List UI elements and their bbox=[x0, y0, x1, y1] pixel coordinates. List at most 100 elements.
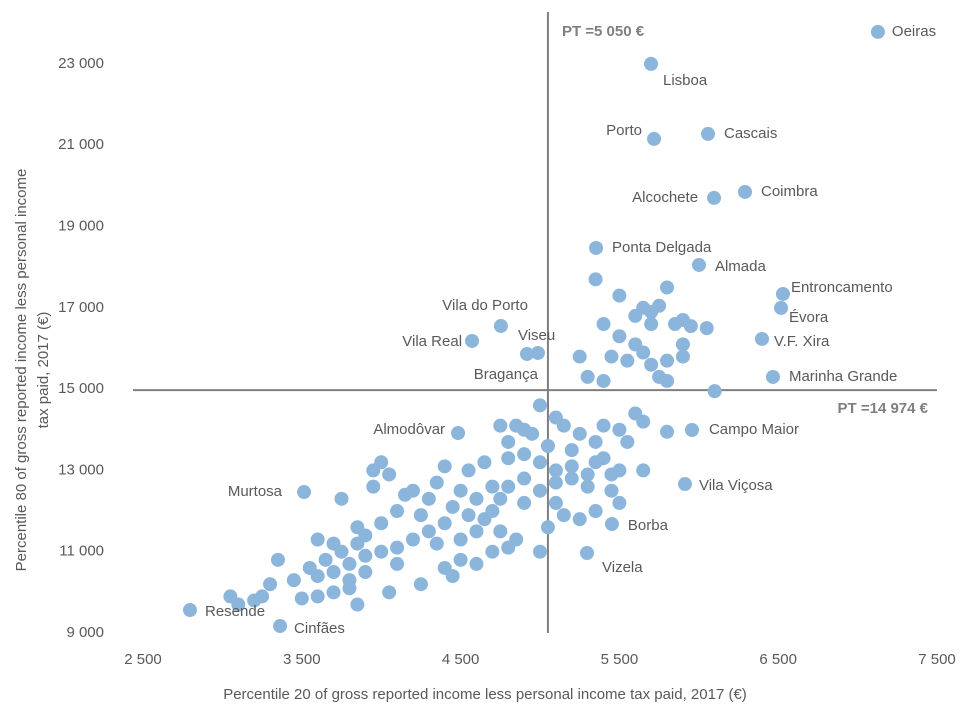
point bbox=[437, 459, 452, 474]
point bbox=[572, 426, 587, 441]
point-label: Oeiras bbox=[892, 23, 936, 40]
point bbox=[469, 491, 484, 506]
point-label: V.F. Xira bbox=[774, 333, 830, 350]
point bbox=[350, 536, 365, 551]
point bbox=[501, 434, 516, 449]
point bbox=[604, 517, 619, 532]
y-tick-label: 17 000 bbox=[58, 299, 104, 316]
point bbox=[596, 373, 611, 388]
point bbox=[398, 487, 413, 502]
y-tick-label: 9 000 bbox=[66, 624, 104, 641]
point bbox=[326, 565, 341, 580]
y-tick-label: 19 000 bbox=[58, 217, 104, 234]
point bbox=[366, 479, 381, 494]
point bbox=[183, 603, 198, 618]
point bbox=[548, 495, 563, 510]
point-label: Viseu bbox=[518, 327, 555, 344]
point bbox=[263, 577, 278, 592]
point-label: Vila Viçosa bbox=[699, 477, 773, 494]
point bbox=[620, 353, 635, 368]
point bbox=[509, 418, 524, 433]
point bbox=[453, 552, 468, 567]
y-axis-label: tax paid, 2017 (€) bbox=[35, 312, 52, 429]
point bbox=[707, 190, 722, 205]
point bbox=[707, 384, 722, 399]
point bbox=[580, 546, 595, 561]
point-label: Alcochete bbox=[632, 189, 698, 206]
point bbox=[572, 349, 587, 364]
point bbox=[738, 184, 753, 199]
point bbox=[533, 544, 547, 559]
point bbox=[382, 467, 397, 482]
point bbox=[310, 589, 325, 604]
point bbox=[612, 329, 627, 344]
point bbox=[493, 524, 508, 539]
point bbox=[485, 479, 500, 494]
point bbox=[358, 565, 373, 580]
point bbox=[405, 532, 420, 547]
point-label: Porto bbox=[606, 122, 642, 139]
point bbox=[588, 434, 603, 449]
point bbox=[350, 520, 365, 535]
x-tick-label: 2 500 bbox=[124, 651, 162, 668]
x-tick-label: 4 500 bbox=[442, 651, 480, 668]
point bbox=[390, 504, 405, 519]
point bbox=[453, 483, 468, 498]
point bbox=[533, 455, 547, 470]
point-label: Lisboa bbox=[663, 72, 708, 89]
point bbox=[445, 499, 460, 514]
point bbox=[691, 257, 706, 272]
point bbox=[270, 552, 285, 567]
point bbox=[429, 475, 444, 490]
point-label: Cascais bbox=[724, 125, 777, 142]
point bbox=[350, 597, 365, 612]
point bbox=[755, 331, 770, 346]
point-label: Vila do Porto bbox=[442, 297, 528, 314]
point bbox=[465, 333, 480, 348]
reference-label: PT =14 974 € bbox=[838, 400, 929, 417]
point-label: Ponta Delgada bbox=[612, 239, 712, 256]
point bbox=[588, 455, 603, 470]
point bbox=[556, 508, 571, 523]
point bbox=[588, 504, 603, 519]
point bbox=[501, 540, 516, 555]
point bbox=[421, 491, 436, 506]
point bbox=[580, 467, 595, 482]
point bbox=[572, 512, 587, 527]
point bbox=[677, 477, 692, 492]
point bbox=[493, 418, 508, 433]
point bbox=[660, 373, 675, 388]
point-label: Vizela bbox=[602, 559, 643, 576]
point-label: Borba bbox=[628, 517, 669, 534]
point-label: Évora bbox=[789, 309, 829, 326]
point bbox=[358, 548, 373, 563]
point bbox=[530, 345, 545, 360]
point bbox=[540, 520, 555, 535]
point bbox=[247, 593, 262, 608]
point bbox=[652, 298, 667, 313]
point bbox=[334, 491, 349, 506]
point bbox=[461, 508, 476, 523]
point bbox=[421, 524, 436, 539]
point-label: Campo Maior bbox=[709, 421, 799, 438]
point bbox=[660, 424, 675, 439]
point-label: Entroncamento bbox=[791, 279, 893, 296]
point bbox=[870, 24, 885, 39]
point bbox=[612, 495, 627, 510]
y-tick-label: 21 000 bbox=[58, 136, 104, 153]
point bbox=[556, 418, 571, 433]
point-label: Marinha Grande bbox=[789, 368, 897, 385]
point bbox=[342, 573, 357, 588]
point bbox=[612, 422, 627, 437]
point bbox=[604, 349, 619, 364]
point bbox=[636, 414, 651, 429]
point bbox=[701, 126, 716, 141]
point bbox=[413, 577, 428, 592]
point-label: Murtosa bbox=[228, 483, 283, 500]
point-label: Almada bbox=[715, 258, 767, 275]
point bbox=[390, 556, 405, 571]
point bbox=[445, 569, 460, 584]
point bbox=[604, 467, 619, 482]
point bbox=[437, 516, 452, 531]
point-label: Cinfães bbox=[294, 620, 345, 637]
